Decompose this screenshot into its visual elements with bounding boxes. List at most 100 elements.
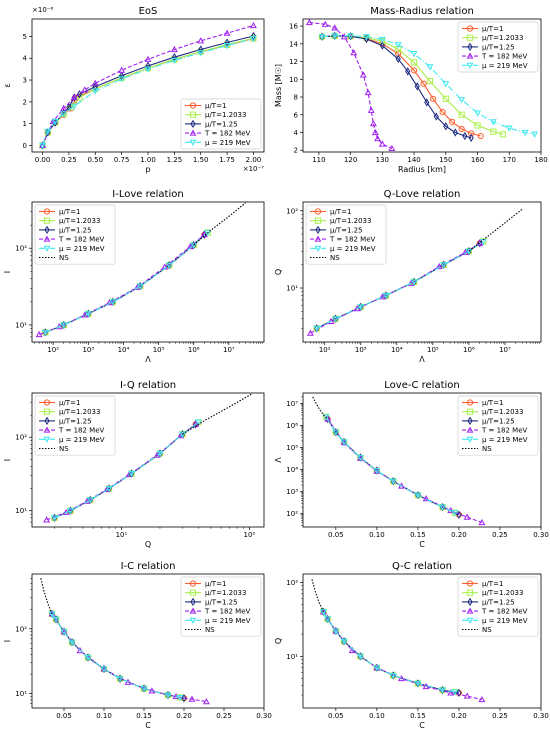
legend-label: NS	[59, 254, 69, 262]
x-tick-label: 170	[503, 156, 516, 164]
data-point	[379, 38, 386, 45]
data-point	[443, 122, 449, 131]
x-tick-label: 0.05	[328, 712, 344, 720]
legend-label: μ = 219 MeV	[482, 436, 528, 444]
data-point	[373, 468, 381, 475]
x-tick-label: 130	[376, 156, 389, 164]
y-axis-label: Mass [M☉]	[274, 64, 283, 107]
legend-label: μ = 219 MeV	[205, 139, 251, 147]
legend-marker	[466, 617, 474, 624]
legend-marker	[314, 217, 322, 224]
series-ns	[193, 202, 246, 246]
data-point	[462, 131, 468, 141]
data-point	[197, 37, 205, 44]
y-axis-label: ε	[3, 83, 12, 87]
data-point	[81, 86, 89, 93]
x-tick-label: 0.15	[136, 712, 152, 720]
data-point	[410, 59, 418, 66]
series-t-182-mev	[305, 19, 396, 152]
data-point	[458, 97, 466, 104]
data-point	[60, 629, 68, 636]
x-tick-label: 0.00	[35, 156, 51, 164]
legend-label: μ/T=1	[482, 580, 503, 588]
x-tick-label: 10²	[244, 531, 256, 539]
axes-frame	[31, 392, 265, 528]
x-tick-label: 0.15	[410, 712, 426, 720]
legend-frame	[305, 204, 387, 265]
legend-marker	[467, 416, 473, 426]
y-tick-label: 10³	[286, 488, 298, 496]
data-point	[324, 616, 332, 623]
legend-frame	[180, 98, 262, 150]
series-ns	[311, 579, 324, 613]
data-point	[447, 689, 455, 696]
legend-marker	[43, 399, 51, 406]
data-point	[451, 510, 459, 517]
data-point	[394, 42, 402, 49]
series-line-ns	[311, 579, 324, 613]
data-point	[458, 125, 465, 133]
data-point	[313, 325, 321, 333]
x-tick-label: 140	[407, 156, 420, 164]
data-point	[478, 518, 486, 526]
data-point	[474, 110, 481, 117]
data-point	[414, 492, 422, 499]
data-point	[91, 88, 99, 95]
data-point	[439, 109, 446, 116]
data-point	[144, 66, 152, 73]
data-point	[478, 695, 486, 703]
data-point	[505, 125, 513, 132]
legend-marker	[189, 129, 197, 136]
x-tick-label: 150	[439, 156, 452, 164]
data-point	[373, 665, 381, 672]
legend-marker	[466, 62, 474, 69]
legend-frame	[34, 395, 116, 456]
panel-title: Q-C relation	[392, 561, 452, 572]
data-point	[410, 279, 418, 286]
legend-marker	[314, 208, 322, 215]
legend-label: μ = 219 MeV	[205, 617, 251, 625]
series-line-mu-219-mev	[54, 421, 199, 519]
legend-marker	[466, 52, 474, 59]
data-point	[374, 135, 382, 142]
y-axis-label: Q	[274, 638, 283, 644]
legend-label: T = 182 MeV	[58, 427, 105, 435]
legend-marker	[189, 607, 197, 614]
data-point	[109, 299, 117, 306]
data-point	[170, 57, 178, 65]
legend-marker	[43, 408, 51, 415]
legend-label: μ/T=1.2033	[482, 408, 523, 416]
data-point	[463, 692, 471, 699]
data-point	[51, 118, 59, 126]
data-point	[449, 118, 456, 125]
data-point	[148, 687, 156, 694]
legend-marker	[189, 617, 197, 624]
y-tick-label: 10⁷	[286, 400, 298, 408]
data-point	[521, 129, 529, 137]
legend-marker	[467, 42, 473, 52]
data-point	[379, 41, 385, 50]
y-tick-label: 0	[23, 142, 27, 150]
legend-marker	[190, 597, 196, 607]
legend-marker	[190, 119, 196, 129]
x-axis-label: p	[145, 165, 150, 174]
data-point	[91, 79, 99, 86]
data-point	[405, 67, 411, 76]
panel-title: Mass-Radius relation	[370, 6, 474, 17]
x-tick-label: 0.10	[369, 531, 385, 539]
data-point	[378, 36, 386, 44]
series-ns	[468, 208, 523, 252]
y-tick-label: 12	[289, 58, 298, 66]
series-mu-219-mev	[41, 229, 212, 337]
y-tick-label: 10¹	[286, 285, 298, 293]
data-point	[440, 262, 448, 269]
legend-marker	[189, 589, 197, 596]
series-line-mu-219-mev	[316, 241, 484, 329]
data-point	[76, 94, 83, 101]
data-point	[44, 128, 52, 135]
